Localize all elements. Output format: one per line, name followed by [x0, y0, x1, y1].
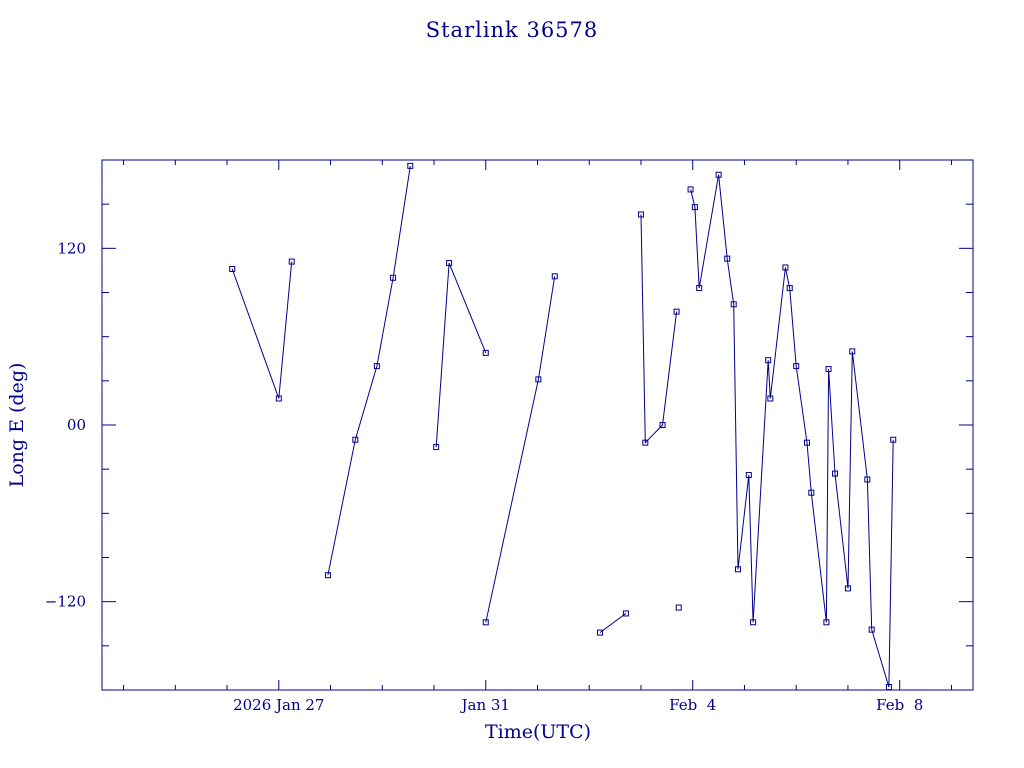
- data-point-marker: [782, 264, 789, 271]
- series-group: [675, 604, 682, 611]
- data-point-marker: [642, 439, 649, 446]
- data-point-marker: [446, 260, 453, 267]
- data-point-marker: [691, 204, 698, 211]
- data-point-marker: [808, 489, 815, 496]
- y-tick-labels: 120 00 −120: [45, 239, 86, 610]
- series-line: [485, 276, 556, 623]
- data-point-marker: [637, 211, 644, 218]
- data-point-marker: [793, 363, 800, 370]
- data-point-marker: [890, 436, 897, 443]
- data-point-marker: [844, 585, 851, 592]
- data-point-marker: [765, 357, 772, 364]
- data-point-marker: [715, 171, 722, 178]
- series-layer: [229, 162, 897, 690]
- series-group: [433, 260, 489, 451]
- data-point-marker: [551, 273, 558, 280]
- series-line: [690, 174, 894, 688]
- plot-frame: [101, 159, 974, 691]
- data-point-marker: [767, 395, 774, 402]
- data-point-marker: [832, 470, 839, 477]
- series-line: [231, 261, 293, 399]
- x-tick-label: Jan 31: [460, 696, 510, 714]
- data-point-marker: [786, 285, 793, 292]
- data-point-marker: [352, 436, 359, 443]
- y-tick-label: 00: [67, 416, 86, 434]
- data-point-marker: [730, 301, 737, 308]
- series-group: [637, 211, 680, 446]
- data-point-marker: [675, 604, 682, 611]
- data-point-marker: [823, 619, 830, 626]
- data-point-marker: [482, 349, 489, 356]
- series-group: [482, 273, 558, 626]
- data-point-marker: [673, 308, 680, 315]
- data-point-marker: [229, 265, 236, 272]
- series-group: [597, 610, 629, 636]
- data-point-marker: [407, 162, 414, 169]
- data-point-marker: [288, 258, 295, 265]
- data-point-marker: [535, 376, 542, 383]
- series-line: [640, 214, 678, 444]
- series-group: [687, 171, 897, 690]
- x-tick-label: Feb 8: [876, 696, 923, 714]
- series-group: [324, 162, 414, 579]
- data-point-marker: [597, 629, 604, 636]
- x-tick-label: Feb 4: [669, 696, 716, 714]
- data-point-marker: [390, 274, 397, 281]
- data-point-marker: [868, 626, 875, 633]
- data-point-marker: [433, 444, 440, 451]
- data-point-marker: [803, 439, 810, 446]
- x-axis-label: Time(UTC): [485, 721, 591, 743]
- data-point-marker: [324, 572, 331, 579]
- data-point-marker: [885, 684, 892, 690]
- data-point-marker: [659, 422, 666, 428]
- series-line: [599, 612, 627, 634]
- data-point-marker: [864, 476, 871, 483]
- series-line: [327, 165, 411, 576]
- series-line: [435, 262, 487, 448]
- y-axis-label: Long E (deg): [6, 363, 28, 488]
- data-point-marker: [724, 255, 731, 262]
- data-point-marker: [745, 472, 752, 479]
- data-point-marker: [275, 395, 282, 402]
- data-point-marker: [849, 348, 856, 355]
- chart-title: Starlink 36578: [426, 18, 599, 42]
- data-point-marker: [482, 619, 489, 626]
- y-tick-label: 120: [57, 239, 86, 257]
- data-point-marker: [373, 363, 380, 370]
- y-tick-label: −120: [45, 593, 86, 611]
- axis-ticks: [102, 159, 973, 691]
- data-point-marker: [696, 285, 703, 292]
- x-tick-labels: 2026 Jan 27 Jan 31 Feb 4 Feb 8: [233, 696, 923, 714]
- data-point-marker: [825, 366, 832, 373]
- data-point-marker: [622, 610, 629, 617]
- data-point-marker: [750, 619, 757, 626]
- data-point-marker: [735, 566, 742, 573]
- x-tick-label: 2026 Jan 27: [233, 696, 324, 714]
- data-point-marker: [687, 186, 694, 193]
- series-group: [229, 258, 295, 402]
